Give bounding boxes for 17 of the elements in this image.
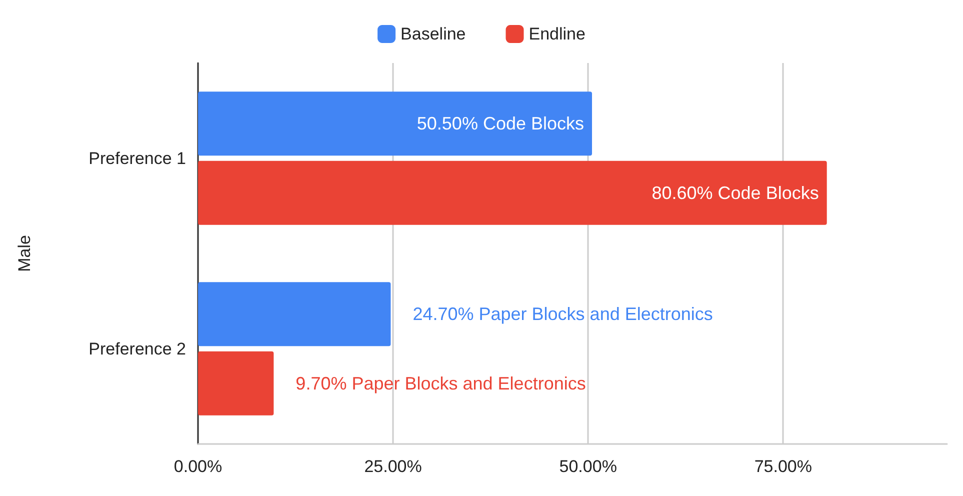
- y-tick-label: Preference 2: [88, 339, 186, 358]
- legend-label: Baseline: [400, 24, 466, 44]
- bar: [198, 92, 592, 156]
- bar: [198, 282, 391, 346]
- bar: [198, 351, 274, 416]
- x-tick-label: 25.00%: [364, 457, 422, 476]
- bar: [198, 160, 827, 225]
- y-axis-title: Male: [15, 235, 34, 272]
- data-label: 24.70% Paper Blocks and Electronics: [412, 304, 713, 324]
- x-tick-label: 50.00%: [559, 457, 617, 476]
- x-tick-label: 75.00%: [754, 457, 812, 476]
- x-tick-label: 0.00%: [174, 457, 222, 476]
- legend-label: Endline: [528, 24, 586, 44]
- y-tick-label: Preference 1: [88, 148, 186, 168]
- data-label: 80.60% Code Blocks: [652, 182, 819, 203]
- data-label: 50.50% Code Blocks: [416, 114, 584, 134]
- data-label: 9.70% Paper Blocks and Electronics: [296, 373, 586, 394]
